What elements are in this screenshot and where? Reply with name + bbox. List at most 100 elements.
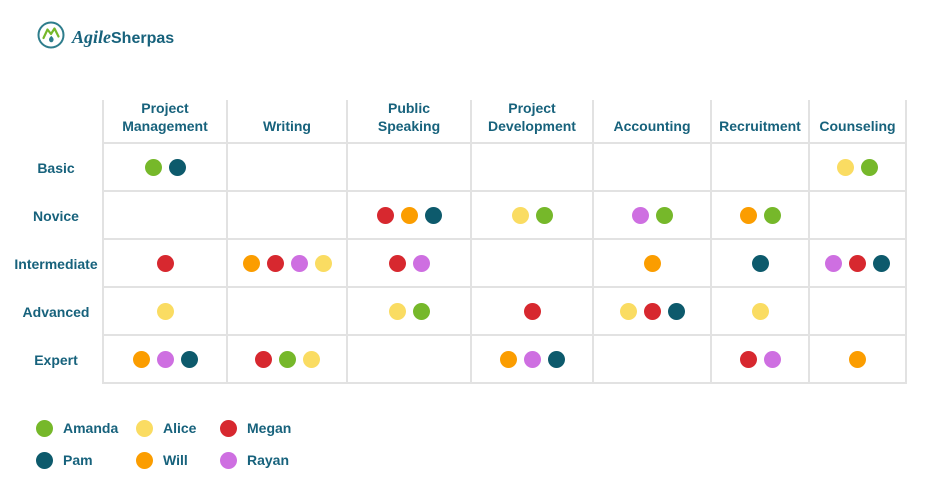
matrix-cell — [710, 192, 808, 240]
skill-dot-megan — [739, 350, 757, 368]
matrix-cell — [226, 192, 346, 240]
mountain-drop-icon — [36, 20, 66, 55]
matrix-cell — [710, 336, 808, 384]
matrix-cell — [346, 288, 470, 336]
skill-dot-megan — [376, 206, 394, 224]
skill-dot-pam — [180, 350, 198, 368]
skill-dot-pam — [168, 158, 186, 176]
matrix-cell — [226, 144, 346, 192]
legend-item-will: Will — [136, 451, 220, 469]
matrix-cell — [808, 144, 907, 192]
row-label-advanced: Advanced — [22, 304, 90, 320]
legend-dot-alice — [136, 419, 153, 437]
skill-dot-alice — [388, 302, 406, 320]
legend-item-megan: Megan — [220, 419, 350, 437]
column-header-project-management: Project Management — [102, 100, 226, 144]
matrix-cell — [470, 192, 592, 240]
legend-label-pam: Pam — [63, 452, 93, 468]
skill-matrix: Project Management Writing Public Speaking… — [0, 100, 907, 384]
skill-dot-amanda — [655, 206, 673, 224]
matrix-cell — [592, 192, 710, 240]
matrix-cell — [710, 288, 808, 336]
column-header-recruitment: Recruitment — [710, 100, 808, 144]
matrix-cell — [592, 144, 710, 192]
matrix-cell — [808, 240, 907, 288]
matrix-cell — [102, 288, 226, 336]
skill-dot-rayan — [290, 254, 308, 272]
skill-dot-alice — [619, 302, 637, 320]
skill-dot-alice — [511, 206, 529, 224]
matrix-cell — [710, 240, 808, 288]
matrix-cell — [470, 288, 592, 336]
matrix-corner — [0, 100, 102, 144]
legend-item-alice: Alice — [136, 419, 220, 437]
legend-dot-pam — [36, 451, 53, 469]
matrix-cell — [592, 240, 710, 288]
skill-dot-will — [499, 350, 517, 368]
skill-dot-megan — [849, 254, 866, 272]
matrix-cell — [808, 192, 907, 240]
legend-dot-rayan — [220, 451, 237, 469]
column-header-public-speaking: Public Speaking — [346, 100, 470, 144]
row-label-expert: Expert — [34, 352, 78, 368]
skill-dot-will — [242, 254, 260, 272]
matrix-cell — [346, 144, 470, 192]
brand-name-agile: Agile — [72, 27, 111, 47]
skill-dot-alice — [837, 158, 854, 176]
skill-dot-megan — [254, 350, 272, 368]
matrix-cell — [102, 240, 226, 288]
brand-name: AgileSherpas — [72, 27, 174, 48]
brand-name-sherpas: Sherpas — [111, 30, 175, 47]
matrix-cell — [102, 192, 226, 240]
skill-dot-pam — [667, 302, 685, 320]
legend-label-rayan: Rayan — [247, 452, 290, 468]
skill-dot-pam — [547, 350, 565, 368]
skill-dot-pam — [751, 254, 769, 272]
column-header-writing: Writing — [226, 100, 346, 144]
column-header-counseling: Counseling — [808, 100, 907, 144]
skill-dot-alice — [751, 302, 769, 320]
skill-dot-rayan — [156, 350, 174, 368]
legend-label-amanda: Amanda — [63, 420, 119, 436]
skill-dot-pam — [424, 206, 442, 224]
skill-dot-amanda — [278, 350, 296, 368]
skill-dot-amanda — [144, 158, 162, 176]
skill-dot-megan — [523, 302, 541, 320]
legend-dot-amanda — [36, 419, 53, 437]
matrix-cell — [808, 336, 907, 384]
skill-dot-will — [849, 350, 866, 368]
skill-dot-amanda — [535, 206, 553, 224]
row-label-novice: Novice — [33, 208, 79, 224]
matrix-cell — [470, 240, 592, 288]
skill-dot-will — [643, 254, 661, 272]
legend-dot-will — [136, 451, 153, 469]
skill-dot-alice — [156, 302, 174, 320]
skill-dot-will — [132, 350, 150, 368]
matrix-cell — [470, 144, 592, 192]
legend-label-alice: Alice — [163, 420, 197, 436]
skill-dot-alice — [314, 254, 332, 272]
matrix-cell — [346, 240, 470, 288]
legend-label-will: Will — [163, 452, 188, 468]
matrix-cell — [470, 336, 592, 384]
brand-logo: AgileSherpas — [36, 20, 174, 55]
skill-dot-rayan — [412, 254, 430, 272]
skill-dot-amanda — [861, 158, 878, 176]
matrix-cell — [346, 192, 470, 240]
skill-dot-rayan — [825, 254, 842, 272]
column-header-accounting: Accounting — [592, 100, 710, 144]
legend-label-megan: Megan — [247, 420, 292, 436]
skill-dot-megan — [266, 254, 284, 272]
skill-dot-amanda — [412, 302, 430, 320]
skill-dot-pam — [873, 254, 890, 272]
legend-item-pam: Pam — [36, 451, 136, 469]
skill-dot-amanda — [763, 206, 781, 224]
skill-dot-rayan — [631, 206, 649, 224]
matrix-cell — [592, 336, 710, 384]
legend-dot-megan — [220, 419, 237, 437]
skill-dot-rayan — [523, 350, 541, 368]
row-label-intermediate: Intermediate — [14, 256, 98, 272]
skill-dot-alice — [302, 350, 320, 368]
skill-dot-megan — [643, 302, 661, 320]
skill-dot-will — [739, 206, 757, 224]
